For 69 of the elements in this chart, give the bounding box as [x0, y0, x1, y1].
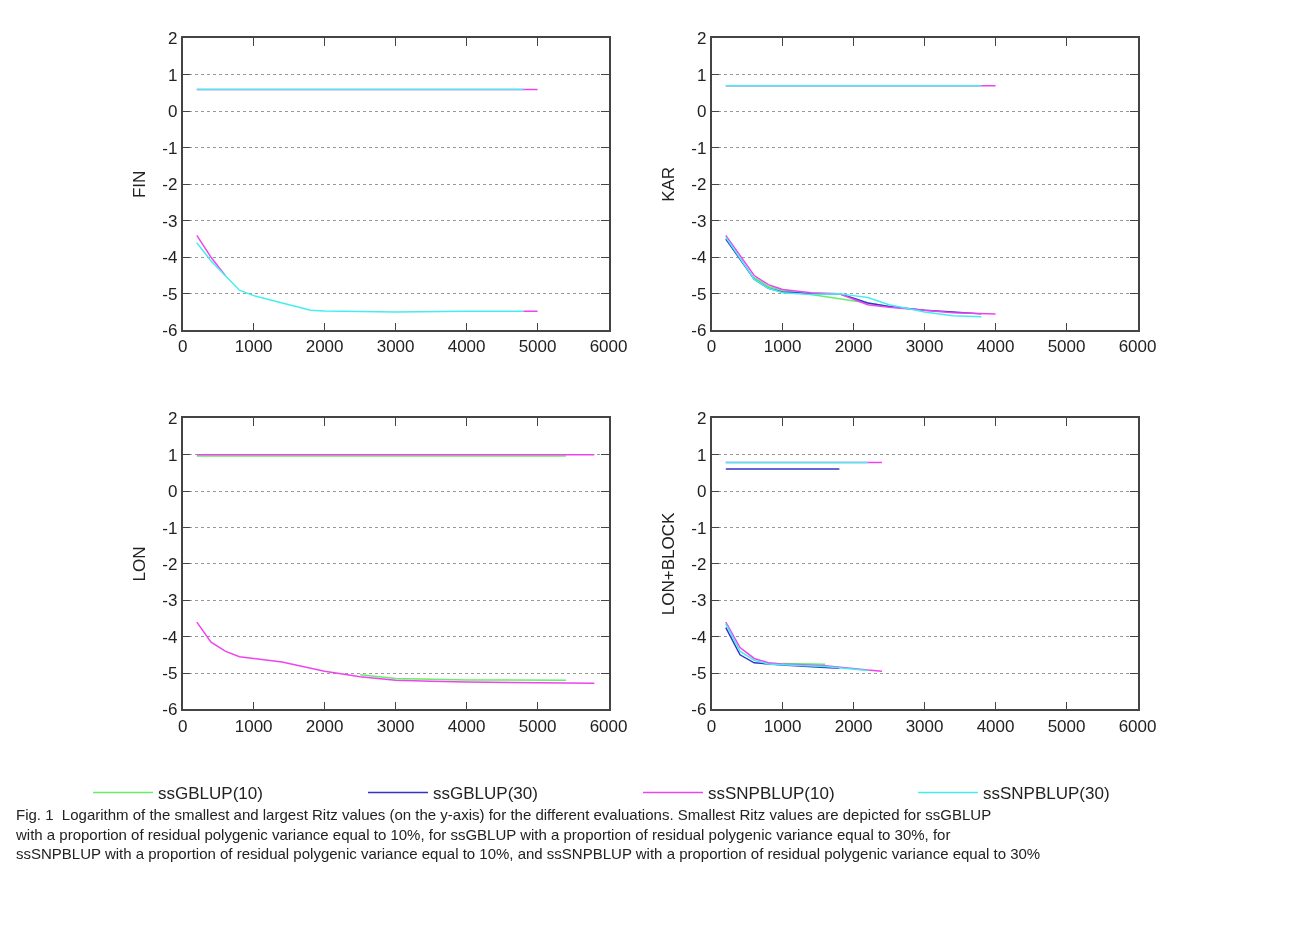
x-tick-label: 1000 [234, 716, 273, 736]
y-tick-label: -5 [162, 663, 178, 683]
y-tick-label: 2 [168, 409, 178, 429]
y-tick-label: 1 [168, 445, 178, 465]
y-tick-label: -4 [691, 627, 707, 647]
y-tick-label: 0 [168, 482, 178, 502]
x-tick-label: 6000 [1118, 337, 1157, 357]
x-tick-label: 4000 [447, 716, 486, 736]
y-tick-label: 2 [696, 409, 707, 429]
y-tick-label: 0 [696, 102, 707, 122]
x-tick-label: 3000 [905, 337, 944, 357]
y-tick-label: -2 [691, 175, 707, 195]
x-tick-label: 2000 [834, 716, 873, 736]
x-tick-label: 6000 [589, 716, 628, 736]
x-tick-label: 1000 [763, 716, 802, 736]
x-tick-label: 3000 [376, 337, 415, 357]
y-axis-title: FIN [130, 170, 150, 199]
legend-label: ssSNPBLUP(30) [983, 784, 1110, 804]
x-tick-label: 4000 [976, 716, 1015, 736]
x-tick-label: 5000 [1047, 337, 1086, 357]
y-tick-label: 1 [696, 65, 707, 85]
y-tick-label: -1 [691, 518, 707, 538]
legend-label: ssSNPBLUP(10) [708, 784, 835, 804]
y-tick-label: -4 [691, 248, 707, 268]
x-tick-label: 5000 [518, 716, 557, 736]
caption: Fig. 1 Logarithm of the smallest and largest Ritz values (on the y-axis) for the different evaluations. Smallest Ritz values are depicted for ssGBLUP with a proportion of residual polygenic variance equal to 10%, for ssGBLUP with a proportion of residual polygenic variance equal to 30%, for ssSNPBLUP with a proportion of residual polygenic variance equal to 10%, and ssSNPBLUP with a proportion of residual polygenic variance equal to 30% [15, 806, 1041, 862]
y-tick-label: 2 [168, 29, 178, 49]
y-axis-title: LON [130, 546, 150, 582]
y-tick-label: -3 [691, 591, 707, 611]
x-tick-label: 1000 [234, 337, 273, 357]
y-tick-label: -3 [162, 211, 178, 231]
y-axis-title: KAR [659, 166, 679, 202]
y-tick-label: -2 [162, 175, 178, 195]
y-tick-label: -5 [691, 663, 707, 683]
x-tick-label: 2000 [305, 337, 344, 357]
y-tick-label: 1 [168, 65, 178, 85]
y-tick-label: -6 [691, 700, 707, 720]
x-tick-label: 6000 [1118, 716, 1157, 736]
y-tick-label: -1 [162, 518, 178, 538]
x-tick-label: 3000 [905, 716, 944, 736]
y-tick-label: -3 [162, 591, 178, 611]
y-axis-title: LON+BLOCK [659, 512, 679, 616]
y-tick-label: -5 [162, 284, 178, 304]
y-tick-label: 0 [168, 102, 178, 122]
y-tick-label: -1 [691, 138, 707, 158]
x-tick-label: 2000 [834, 337, 873, 357]
legend-label: ssGBLUP(30) [433, 784, 538, 804]
y-tick-label: -6 [691, 321, 707, 341]
y-tick-label: -2 [691, 554, 707, 574]
y-tick-label: -6 [162, 700, 178, 720]
y-tick-label: -4 [162, 627, 178, 647]
x-tick-label: 5000 [1047, 716, 1086, 736]
y-tick-label: -6 [162, 321, 178, 341]
y-tick-label: -2 [162, 554, 178, 574]
y-tick-label: -3 [691, 211, 707, 231]
legend-label: ssGBLUP(10) [158, 784, 263, 804]
y-tick-label: -4 [162, 248, 178, 268]
x-tick-label: 1000 [763, 337, 802, 357]
x-tick-label: 3000 [376, 716, 415, 736]
y-tick-label: 0 [696, 482, 707, 502]
x-tick-label: 5000 [518, 337, 557, 357]
x-tick-label: 4000 [976, 337, 1015, 357]
x-tick-label: 4000 [447, 337, 486, 357]
y-tick-label: -1 [162, 138, 178, 158]
y-tick-label: 1 [696, 445, 707, 465]
x-tick-label: 6000 [589, 337, 628, 357]
y-tick-label: 2 [696, 29, 707, 49]
x-tick-label: 2000 [305, 716, 344, 736]
y-tick-label: -5 [691, 284, 707, 304]
